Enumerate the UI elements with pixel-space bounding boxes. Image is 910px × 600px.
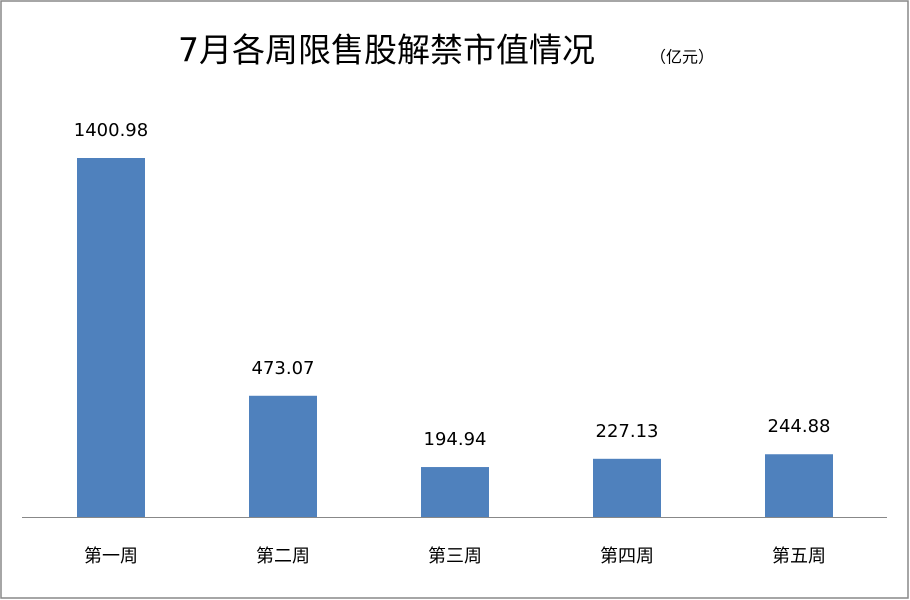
bar <box>593 458 661 517</box>
value-label: 194.94 <box>424 429 487 450</box>
bar <box>77 158 145 517</box>
value-label: 227.13 <box>596 421 659 442</box>
value-label: 244.88 <box>768 416 831 437</box>
chart-title: 7月各周限售股解禁市值情况 <box>178 31 595 70</box>
x-tick-label: 第二周 <box>256 546 310 567</box>
x-tick-label: 第一周 <box>84 546 138 567</box>
x-tick-label: 第四周 <box>600 546 654 567</box>
value-label: 473.07 <box>252 358 315 379</box>
bar <box>765 454 833 517</box>
value-label: 1400.98 <box>74 120 148 141</box>
x-tick-label: 第三周 <box>428 546 482 567</box>
bar <box>421 467 489 517</box>
chart-subtitle: （亿元） <box>650 48 714 67</box>
x-tick-label: 第五周 <box>772 546 826 567</box>
bar <box>249 395 317 517</box>
